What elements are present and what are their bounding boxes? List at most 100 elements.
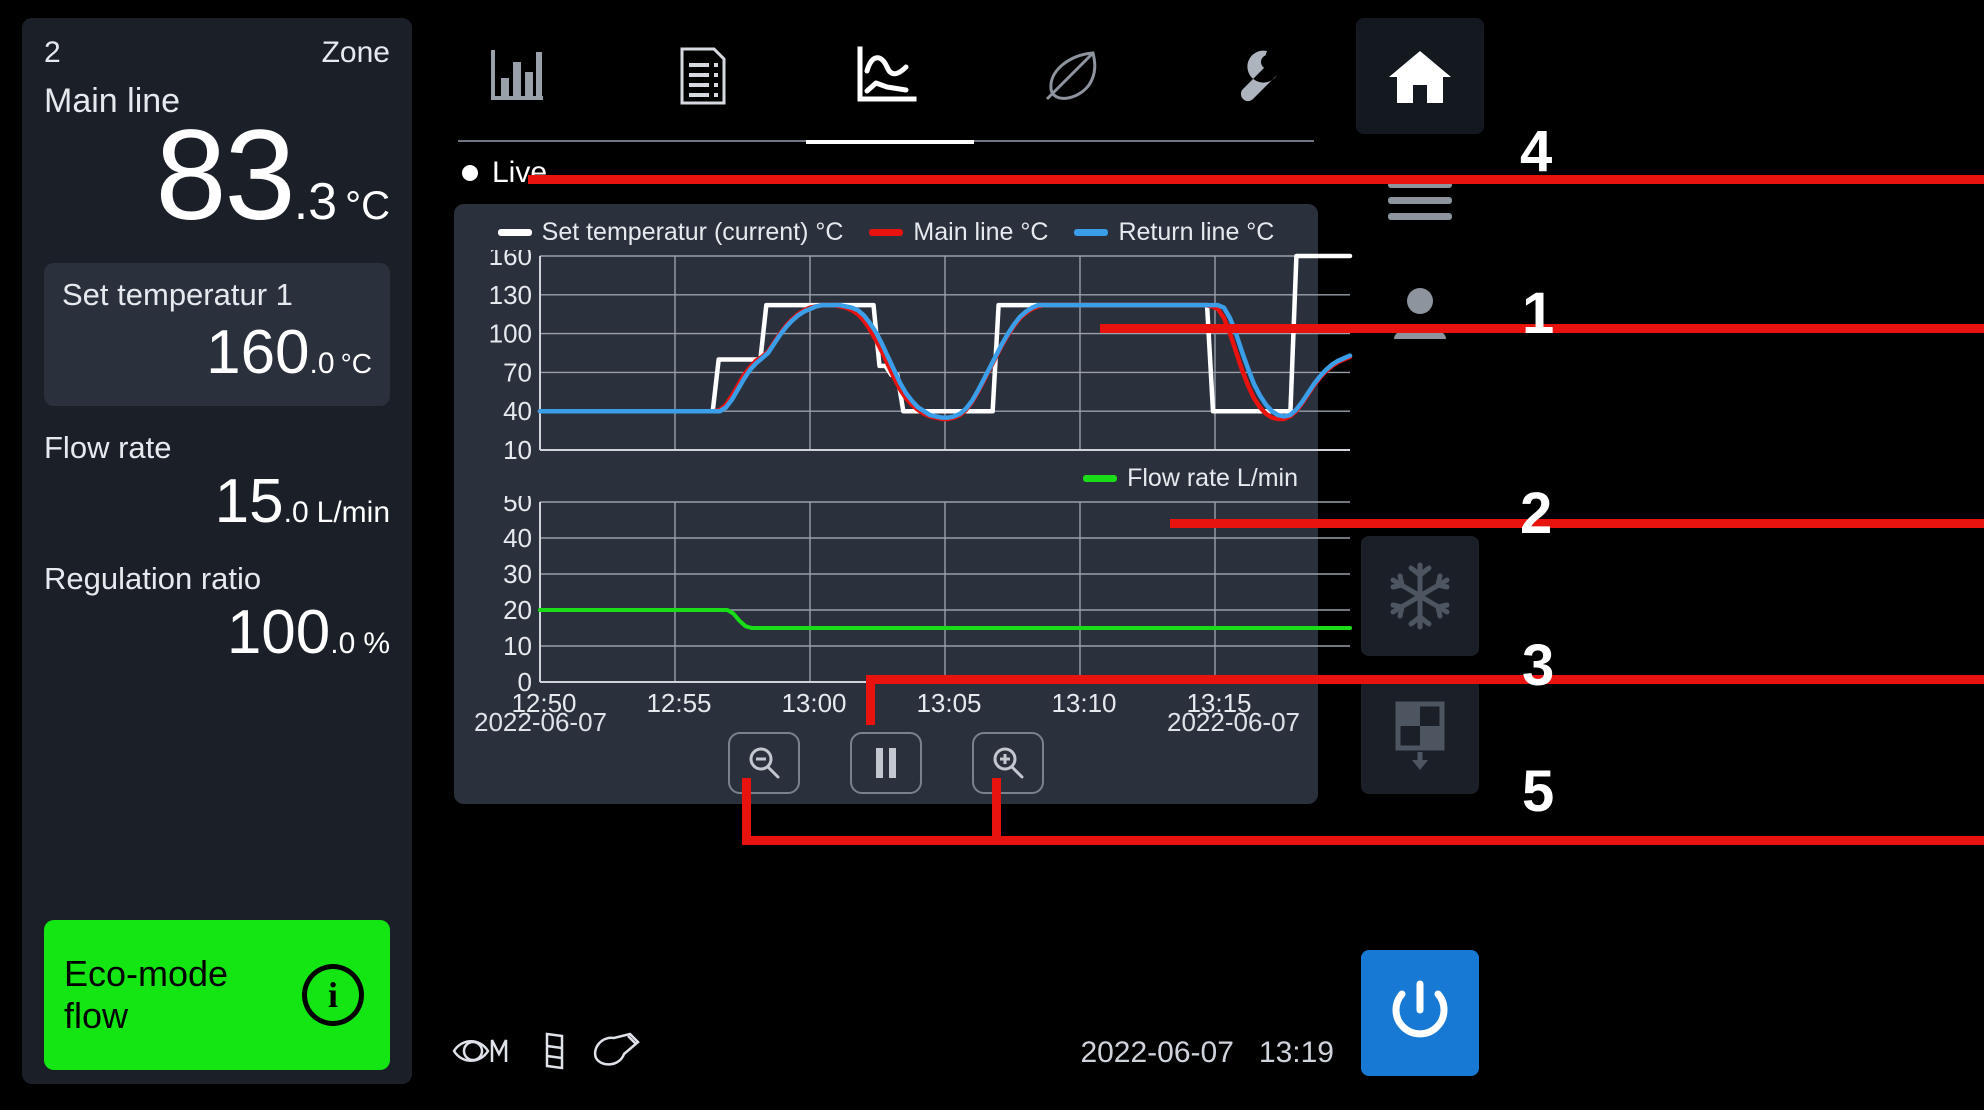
flow-rate-metric: Flow rate 15.0 L/min: [44, 430, 390, 537]
svg-text:40: 40: [503, 396, 532, 426]
regulation-ratio-metric: Regulation ratio 100.0%: [44, 561, 390, 668]
axis-date-left: 2022-06-07: [474, 707, 607, 737]
live-indicator[interactable]: Live: [426, 156, 1346, 190]
regulation-ratio-dec: .0: [330, 626, 356, 660]
snowflake-icon: [1390, 562, 1450, 630]
flow-rate-unit: L/min: [316, 495, 390, 529]
callout-number-4: 4: [1520, 119, 1553, 184]
legend-label-return-line: Return line °C: [1118, 217, 1275, 246]
tab-trend[interactable]: [794, 18, 978, 134]
main-content-area: Live Set temperatur (current) °C Main li…: [426, 18, 1353, 1084]
trend-chart-card: Set temperatur (current) °C Main line °C…: [454, 204, 1353, 804]
svg-text:30: 30: [503, 559, 532, 589]
callout-number-5: 5: [1522, 759, 1555, 824]
sidebar-item-user[interactable]: [1361, 266, 1479, 362]
legend-label-main-line: Main line °C: [913, 217, 1049, 246]
legend-item-flow-rate: Flow rate L/min: [1083, 464, 1298, 493]
legend-item-return-line: Return line °C: [1074, 218, 1274, 247]
regulation-ratio-int: 100: [226, 597, 331, 667]
flow-chart-legend: Flow rate L/min: [468, 460, 1304, 496]
main-line-value-int: 83: [155, 104, 295, 247]
temperature-chart[interactable]: 160 130 100 70 40 10: [468, 250, 1353, 460]
svg-text:10: 10: [503, 435, 532, 460]
hmi-device-frame: 2 Zone Main line 83.3 °C Set temperatur 1…: [8, 4, 1488, 1102]
user-icon: [1394, 288, 1446, 339]
main-line-label: Main line: [44, 82, 181, 120]
temperature-chart-legend: Set temperatur (current) °C Main line °C…: [468, 214, 1304, 250]
main-line-value-dec: .3: [293, 173, 338, 231]
svg-text:10: 10: [503, 631, 532, 661]
legend-swatch-flow-rate: [1083, 474, 1118, 482]
callout-line-5-stem-left: [742, 778, 751, 840]
callout-line-1: [1100, 324, 1984, 333]
set-temperature-label: Set temperatur 1: [62, 276, 293, 312]
live-dot-icon: [462, 165, 478, 181]
chart-controls: [454, 732, 1318, 794]
set-temperature-value: 160.0 °C: [62, 317, 372, 388]
bar-chart-icon: [487, 46, 549, 106]
callout-line-5: [742, 836, 1984, 845]
callout-line-4: [528, 175, 1984, 184]
regulation-ratio-value: 100.0%: [44, 597, 390, 668]
status-datetime: 2022-06-07 13:19: [1080, 1036, 1334, 1070]
legend-item-set-temperature: Set temperatur (current) °C: [497, 218, 843, 247]
tab-eco[interactable]: [978, 18, 1162, 134]
status-bar: 2022-06-07 13:19: [426, 1022, 1346, 1084]
right-sidebar: [1356, 18, 1484, 1084]
set-temperature-unit: °C: [340, 347, 372, 379]
sidebar-item-mold[interactable]: [1361, 678, 1479, 794]
eye-m-icon[interactable]: [450, 1032, 520, 1075]
set-temperature-card[interactable]: Set temperatur 1 160.0 °C: [44, 262, 390, 406]
svg-text:13:10: 13:10: [1051, 688, 1116, 718]
usb-icon[interactable]: [590, 1030, 642, 1077]
mold-icon: [1395, 701, 1445, 770]
flow-rate-chart[interactable]: 50 40 30 20 10 0 12:50 12:55 13:00 13:05 13:10 13:1…: [468, 496, 1352, 726]
svg-text:50: 50: [503, 496, 532, 517]
svg-text:13:00: 13:00: [781, 688, 846, 718]
status-icon-group: [450, 1030, 642, 1077]
sidebar-item-menu[interactable]: [1361, 152, 1479, 248]
eco-mode-flow-button[interactable]: Eco-mode flow i: [44, 920, 390, 1070]
main-line-value: 83.3 °C: [44, 112, 390, 240]
leaf-icon: [1039, 45, 1101, 107]
callout-line-3-stem: [866, 675, 875, 725]
live-label: Live: [492, 156, 548, 189]
power-icon: [1392, 980, 1448, 1038]
tab-statistics[interactable]: [426, 18, 610, 134]
legend-swatch-set-temperature: [497, 228, 532, 236]
pause-icon: [876, 748, 896, 778]
flow-rate-value: 15.0 L/min: [44, 466, 390, 537]
zoom-in-button[interactable]: [972, 732, 1044, 794]
power-button[interactable]: [1361, 950, 1479, 1076]
legend-swatch-return-line: [1074, 228, 1109, 236]
legend-swatch-main-line: [869, 228, 904, 236]
home-button[interactable]: [1356, 18, 1484, 134]
legend-label-flow-rate: Flow rate L/min: [1127, 463, 1298, 492]
sidebar-item-cooling[interactable]: [1361, 536, 1479, 656]
tab-report[interactable]: [610, 18, 794, 134]
callout-line-2: [1170, 519, 1984, 528]
left-info-panel: 2 Zone Main line 83.3 °C Set temperatur 1…: [22, 18, 412, 1084]
battery-icon[interactable]: [542, 1030, 568, 1077]
info-icon[interactable]: i: [302, 964, 364, 1026]
callout-number-3: 3: [1522, 633, 1555, 698]
zone-label: Zone: [321, 36, 390, 69]
status-time-value: 13:19: [1258, 1036, 1334, 1069]
eco-mode-flow-label: Eco-mode flow: [64, 953, 229, 1036]
svg-text:160: 160: [489, 250, 532, 271]
tab-service[interactable]: [1162, 18, 1346, 134]
legend-item-main-line: Main line °C: [869, 218, 1048, 247]
zoom-in-icon: [993, 747, 1024, 779]
line-chart-icon: [854, 45, 918, 107]
svg-text:12:55: 12:55: [646, 688, 711, 718]
svg-text:70: 70: [503, 357, 532, 387]
set-temperature-int: 160: [206, 317, 310, 387]
zone-number: 2: [44, 36, 61, 69]
pause-button[interactable]: [850, 732, 922, 794]
svg-text:40: 40: [503, 523, 532, 553]
flow-rate-int: 15: [214, 466, 284, 536]
zoom-out-button[interactable]: [728, 732, 800, 794]
tab-toolbar: [426, 18, 1346, 144]
wrench-icon: [1223, 45, 1285, 107]
svg-text:13:15: 13:15: [1186, 688, 1251, 718]
